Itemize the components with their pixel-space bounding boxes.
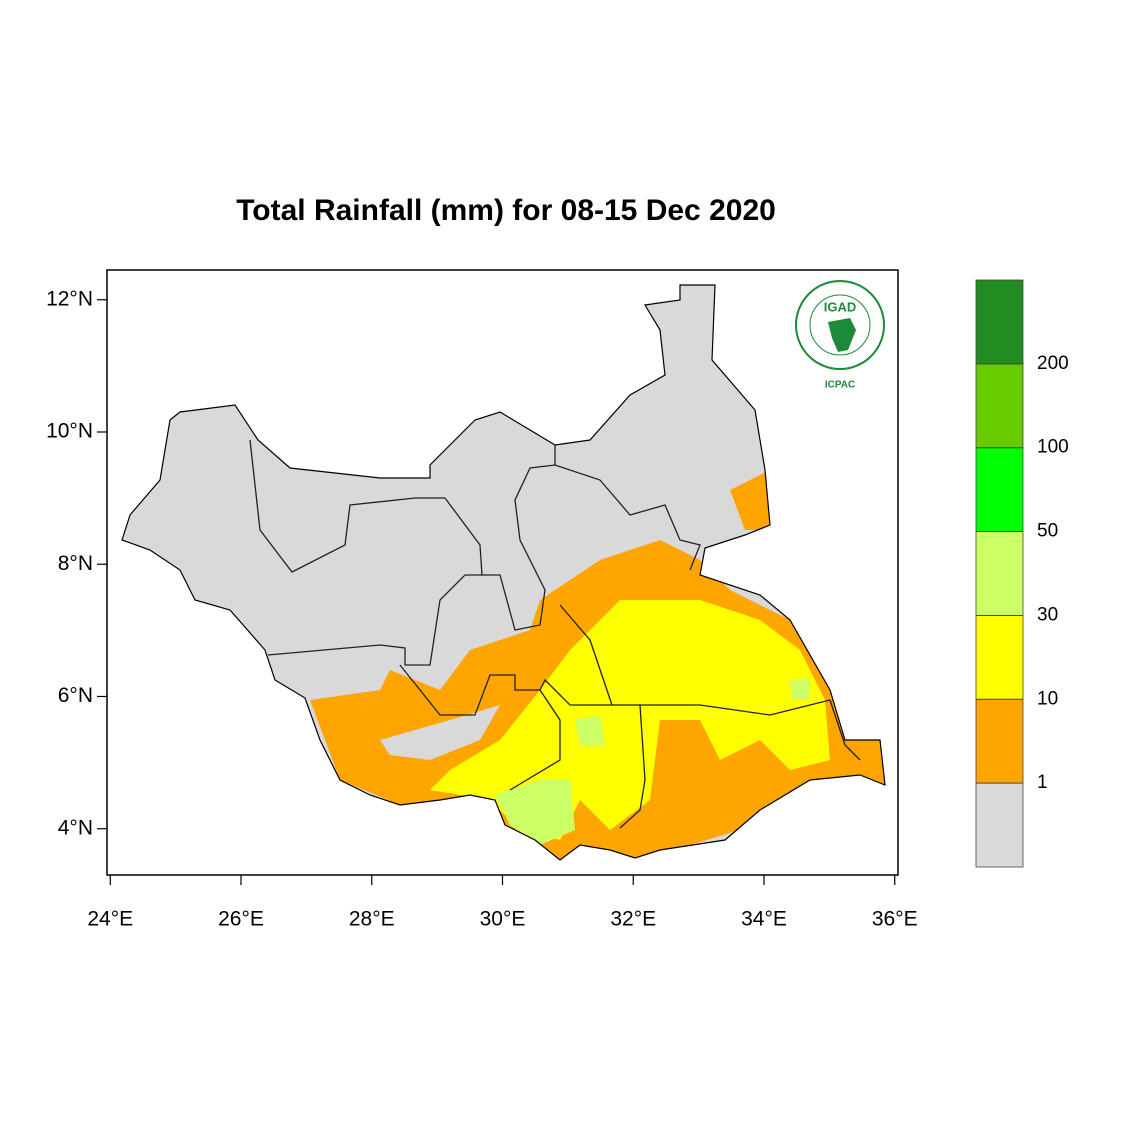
x-tick-label: 36°E xyxy=(872,908,918,931)
colorbar-box xyxy=(975,531,1024,616)
chart-title: Total Rainfall (mm) for 08-15 Dec 2020 xyxy=(236,194,776,227)
axes: 24°E 26°E 28°E 30°E 32°E 34°E 36°E 4°N 6°N 8°N 10°… xyxy=(46,287,918,930)
colorbar-label: 10 xyxy=(1037,688,1058,709)
rain-patch xyxy=(380,705,500,760)
colorbar-label: 50 xyxy=(1037,521,1058,542)
rain-patch xyxy=(790,678,810,700)
y-tick-label: 6°N xyxy=(58,684,93,707)
colorbar-label: 30 xyxy=(1037,604,1058,625)
y-tick-label: 10°N xyxy=(46,420,93,443)
colorbar-box xyxy=(975,279,1024,365)
colorbar-label: 100 xyxy=(1037,437,1069,458)
logo-name: IGAD xyxy=(824,299,857,314)
x-tick-label: 24°E xyxy=(87,908,133,931)
x-tick-label: 28°E xyxy=(349,908,395,931)
logo: IGAD ICPAC xyxy=(795,280,885,391)
colorbar-box xyxy=(975,782,1024,868)
colorbar-label: 1 xyxy=(1037,772,1048,793)
colorbar: 1 10 30 50 100 200 xyxy=(975,279,1069,868)
colorbar-box xyxy=(975,698,1024,784)
x-tick-label: 34°E xyxy=(741,908,787,931)
rain-patch xyxy=(430,600,830,840)
colorbar-box xyxy=(975,615,1024,700)
logo-org: ICPAC xyxy=(825,380,855,391)
rain-patch xyxy=(495,780,575,845)
logo-africa xyxy=(828,318,856,352)
colorbar-box xyxy=(975,363,1024,449)
colorbar-label: 200 xyxy=(1037,353,1069,374)
colorbar-box xyxy=(975,447,1024,532)
rain-patch xyxy=(575,715,605,745)
rain-patch xyxy=(730,470,775,530)
x-tick-label: 32°E xyxy=(610,908,656,931)
country-border xyxy=(121,284,886,861)
y-tick-label: 4°N xyxy=(58,816,93,839)
x-tick-label: 30°E xyxy=(480,908,526,931)
x-tick-label: 26°E xyxy=(218,908,264,931)
y-tick-label: 8°N xyxy=(58,552,93,575)
y-tick-label: 12°N xyxy=(46,287,93,310)
admin-borders xyxy=(249,439,861,829)
